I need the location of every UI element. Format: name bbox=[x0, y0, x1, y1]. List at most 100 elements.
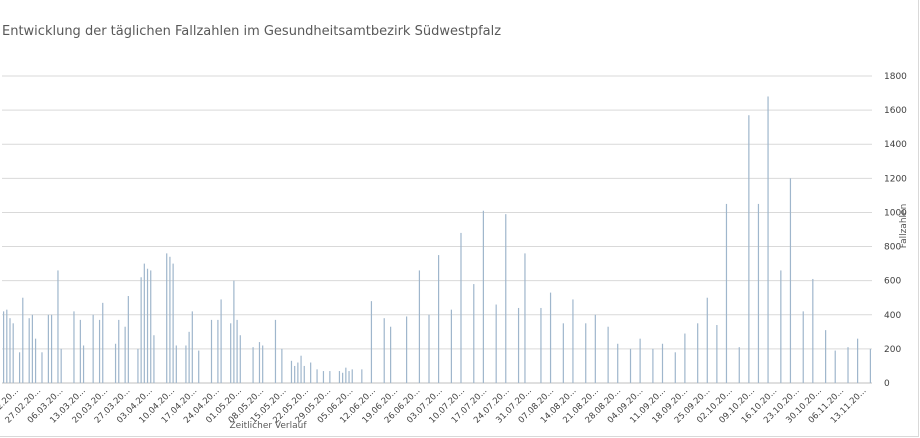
bar bbox=[524, 253, 526, 383]
bar bbox=[143, 263, 145, 383]
bar bbox=[188, 331, 190, 383]
bar bbox=[6, 309, 8, 383]
bar bbox=[60, 348, 62, 383]
bar bbox=[73, 311, 75, 383]
bar bbox=[748, 115, 750, 383]
bar bbox=[322, 371, 325, 383]
bar bbox=[92, 314, 94, 383]
bar bbox=[674, 352, 676, 383]
bar bbox=[57, 270, 59, 383]
bar bbox=[18, 352, 21, 383]
bar bbox=[12, 323, 14, 383]
bar bbox=[549, 292, 552, 383]
bar bbox=[351, 369, 353, 383]
y-tick-label: 1200 bbox=[884, 174, 907, 184]
bar bbox=[517, 307, 520, 383]
bars bbox=[3, 96, 871, 383]
bar bbox=[220, 299, 222, 383]
bar bbox=[127, 296, 129, 383]
bar bbox=[370, 301, 373, 383]
bar bbox=[661, 343, 664, 383]
bar bbox=[629, 348, 632, 383]
bar bbox=[406, 316, 408, 383]
bar bbox=[780, 270, 782, 383]
bar bbox=[716, 325, 718, 383]
bar bbox=[495, 304, 497, 383]
bar bbox=[329, 371, 331, 383]
bar bbox=[297, 362, 299, 383]
bar bbox=[348, 371, 350, 383]
bar bbox=[684, 333, 686, 383]
bar bbox=[79, 319, 81, 383]
bar bbox=[310, 362, 312, 383]
bar bbox=[757, 203, 760, 383]
y-tick-label: 600 bbox=[884, 277, 901, 287]
bar bbox=[438, 255, 440, 383]
bar bbox=[230, 323, 232, 383]
bar bbox=[342, 372, 344, 383]
bar bbox=[258, 342, 261, 383]
bar bbox=[185, 345, 187, 383]
bar bbox=[697, 323, 699, 383]
bar bbox=[706, 297, 708, 383]
bar bbox=[428, 314, 430, 383]
bar bbox=[146, 268, 149, 383]
bar bbox=[383, 318, 385, 383]
bar bbox=[585, 323, 587, 383]
bar bbox=[802, 311, 804, 383]
bar bbox=[140, 277, 142, 383]
bar bbox=[572, 299, 574, 383]
bar bbox=[834, 350, 836, 383]
bar bbox=[239, 335, 241, 383]
bar bbox=[124, 326, 126, 383]
bar bbox=[450, 309, 452, 383]
bar bbox=[725, 203, 728, 383]
bar bbox=[172, 263, 174, 383]
bar bbox=[482, 210, 484, 383]
bar bbox=[236, 319, 238, 383]
bar bbox=[22, 297, 24, 383]
bar bbox=[47, 314, 49, 383]
bar bbox=[3, 311, 5, 383]
y-tick-label: 200 bbox=[884, 345, 901, 355]
bar bbox=[191, 311, 193, 383]
y-tick-label: 1600 bbox=[884, 106, 907, 116]
bar bbox=[505, 214, 507, 383]
bar bbox=[150, 270, 152, 383]
bar bbox=[540, 307, 542, 383]
bar bbox=[9, 318, 11, 383]
gridlines bbox=[2, 75, 872, 384]
bar bbox=[418, 270, 421, 383]
bar bbox=[166, 253, 168, 383]
bar bbox=[652, 348, 654, 383]
y-tick-label: 1800 bbox=[884, 72, 907, 82]
x-tick-labels: 20.02.20...27.02.20...06.03.20...13.03.2… bbox=[0, 386, 869, 426]
bar bbox=[31, 314, 33, 383]
y-tick-label: 400 bbox=[884, 311, 901, 321]
bar bbox=[137, 348, 139, 383]
bar bbox=[738, 347, 740, 383]
bar bbox=[562, 323, 564, 383]
bar bbox=[28, 318, 30, 383]
bar bbox=[175, 345, 177, 383]
y-tick-label: 0 bbox=[884, 379, 890, 389]
bar bbox=[812, 278, 814, 383]
bar bbox=[102, 302, 104, 383]
bar bbox=[34, 338, 37, 383]
bar bbox=[281, 348, 283, 383]
bar bbox=[594, 314, 596, 383]
bar bbox=[290, 360, 293, 383]
bar bbox=[847, 347, 849, 383]
bar bbox=[294, 365, 296, 383]
bar bbox=[857, 338, 859, 383]
bar bbox=[639, 338, 641, 383]
bar bbox=[41, 352, 43, 383]
bar bbox=[303, 365, 305, 383]
bar bbox=[252, 347, 254, 383]
bar bbox=[262, 345, 264, 383]
y-tick-label: 800 bbox=[884, 243, 901, 253]
y-tick-label: 1400 bbox=[884, 140, 907, 150]
bar bbox=[316, 369, 318, 383]
